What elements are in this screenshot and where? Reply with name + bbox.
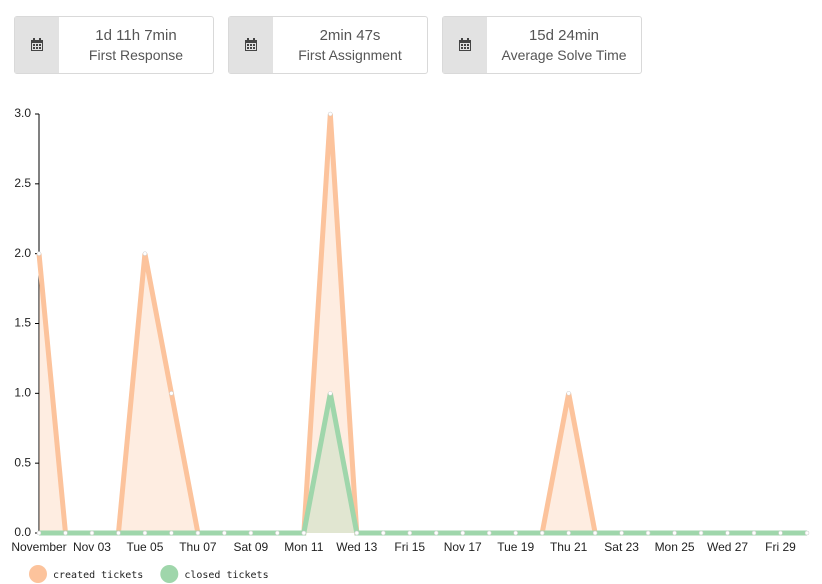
x-tick-label: Mon 11 (284, 540, 323, 554)
x-tick-label: Thu 21 (550, 540, 588, 554)
point (116, 530, 121, 536)
stat-card: 2min 47s First Assignment (228, 16, 428, 74)
calendar-glyph (31, 38, 43, 51)
x-tick-label: Sat 23 (604, 540, 639, 554)
card-value: 2min 47s (319, 27, 381, 44)
point (407, 530, 413, 536)
point (539, 530, 545, 536)
point (169, 530, 174, 536)
point (672, 530, 677, 536)
calendar-icon (15, 17, 59, 73)
card-body: 1d 11h 7min First Response (59, 17, 213, 73)
legend: created tickets closed tickets (29, 565, 269, 583)
x-tick-label: Tue 19 (497, 540, 534, 554)
legend-swatch (29, 565, 47, 583)
card-label: Average Solve Time (501, 47, 627, 63)
point (486, 530, 492, 536)
point (751, 530, 757, 536)
point (804, 530, 810, 536)
y-tick-label: 2.5 (14, 176, 31, 190)
point (725, 530, 730, 536)
point (36, 251, 42, 256)
point (778, 530, 783, 536)
point (222, 530, 227, 536)
x-tick-label: Nov 03 (73, 540, 111, 554)
card-value: 15d 24min (528, 27, 600, 44)
point (698, 530, 704, 536)
x-tick-label: Thu 07 (179, 540, 217, 554)
x-tick-label: Sat 09 (234, 540, 269, 554)
legend-label: created tickets (53, 570, 143, 581)
point (195, 530, 201, 536)
legend-swatch (160, 565, 179, 583)
stat-card: 1d 11h 7min First Response (14, 16, 214, 74)
point (619, 530, 624, 536)
calendar-glyph (245, 38, 257, 51)
point (89, 530, 95, 536)
x-tick-label: Mon 25 (655, 540, 695, 554)
y-tick-label: 1.5 (14, 316, 31, 330)
x-tick-label: Fri 15 (394, 540, 425, 554)
calendar-glyph (459, 38, 471, 51)
stat-card: 15d 24min Average Solve Time (442, 16, 642, 74)
point (328, 111, 333, 117)
point (592, 530, 598, 536)
point (433, 530, 439, 536)
calendar-icon (443, 17, 487, 73)
card-label: First Response (88, 47, 184, 63)
point (566, 530, 571, 536)
point (354, 530, 360, 536)
card-body: 15d 24min Average Solve Time (487, 17, 641, 73)
x-tick-label: November (11, 540, 66, 554)
point (645, 530, 651, 536)
y-tick-label: 2.0 (14, 246, 31, 260)
card-body: 2min 47s First Assignment (273, 17, 427, 73)
calendar-icon (229, 17, 273, 73)
point (460, 530, 465, 536)
point (301, 530, 307, 536)
point (513, 530, 518, 536)
y-tick-label: 3.0 (14, 106, 31, 120)
point (169, 391, 174, 396)
point (381, 530, 386, 536)
point (63, 530, 68, 536)
point (36, 530, 42, 536)
point (275, 530, 280, 536)
point (248, 530, 254, 536)
y-tick-label: 1.0 (14, 386, 31, 400)
legend-label: closed tickets (184, 570, 268, 581)
point (142, 530, 148, 536)
area (39, 114, 807, 533)
x-tick-label: Tue 05 (126, 540, 163, 554)
card-value: 1d 11h 7min (95, 27, 177, 44)
point (328, 391, 333, 396)
y-tick-label: 0.0 (14, 525, 31, 539)
point (566, 391, 571, 396)
x-tick-label: Nov 17 (444, 540, 482, 554)
card-label: First Assignment (298, 47, 402, 63)
x-tick-label: Wed 27 (707, 540, 748, 554)
point (142, 251, 148, 256)
x-tick-label: Fri 29 (765, 540, 796, 554)
x-tick-label: Wed 13 (336, 540, 377, 554)
y-tick-label: 0.5 (14, 455, 31, 469)
line (39, 392, 807, 536)
